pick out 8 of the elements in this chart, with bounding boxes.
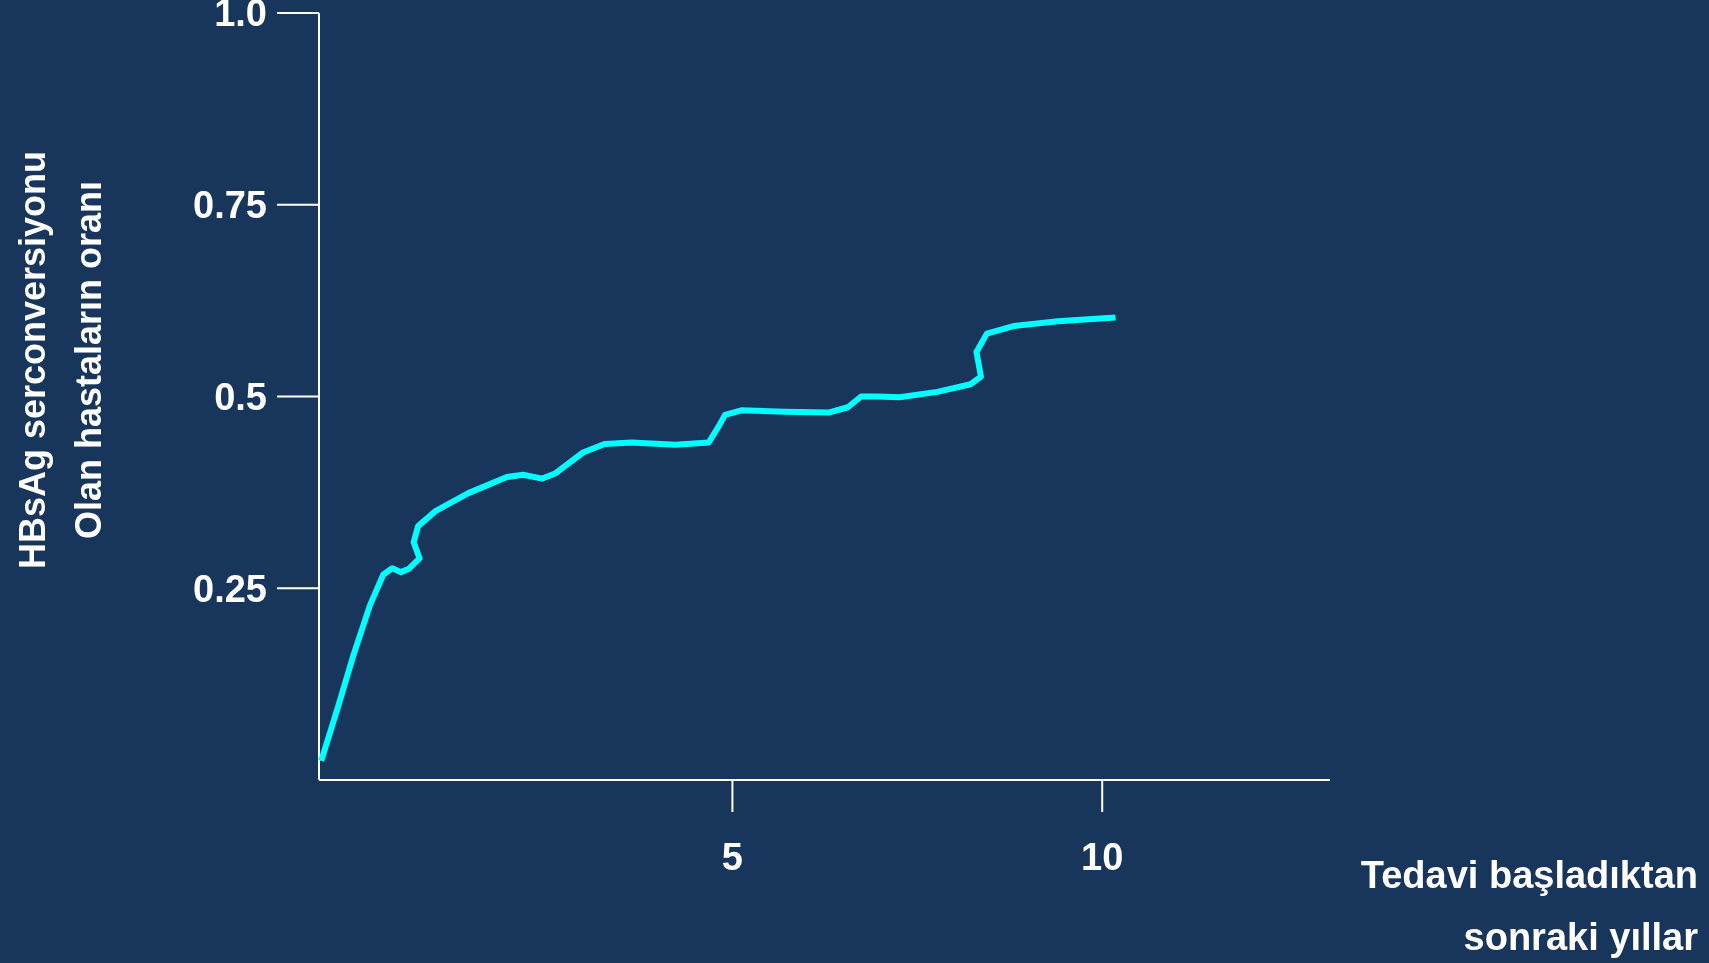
y-tick-label: 0.5 — [214, 375, 267, 418]
x-axis-title: Tedavi başladıktan sonraki yıllar — [1360, 854, 1699, 958]
y-tick-label: 0.75 — [193, 184, 267, 227]
y-axis-title: HBsAg serconversiyonu Olan hastaların oranı — [12, 150, 109, 570]
y-tick-label: 1.0 — [214, 0, 267, 35]
x-tick-label: 5 — [721, 836, 743, 878]
y-tick-label: 0.25 — [193, 567, 267, 610]
x-tick-label: 10 — [1081, 836, 1124, 878]
